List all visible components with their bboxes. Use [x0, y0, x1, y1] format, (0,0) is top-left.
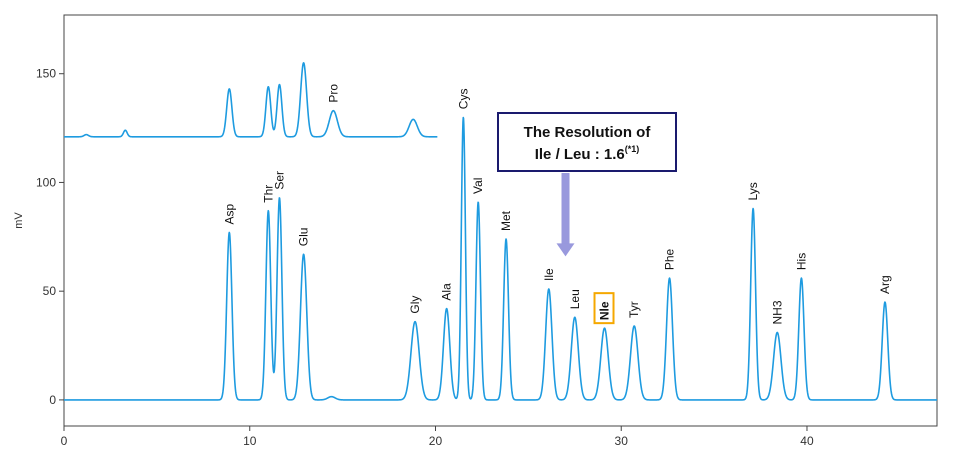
peak-label-group: Nle [593, 292, 615, 325]
peak-label-group: NH3 [770, 300, 784, 324]
peak-label-pro: Pro [326, 84, 340, 103]
peak-label-ser: Ser [272, 171, 286, 190]
peak-label-group: Val [471, 178, 485, 194]
peak-label-gly: Gly [408, 296, 422, 314]
peak-label-ile: Ile [542, 268, 556, 281]
peak-label-group: Ser [272, 171, 286, 190]
peak-label-group: Lys [746, 182, 760, 200]
peak-label-arg: Arg [878, 275, 892, 294]
callout-line2-main: Ile / Leu : 1.6 [535, 146, 625, 163]
peak-label-group: Glu [297, 228, 311, 247]
callout-footnote-mark: (*1) [625, 144, 640, 154]
x-tick-label: 20 [429, 434, 443, 448]
y-tick-label: 100 [36, 175, 56, 189]
peak-label-met: Met [499, 210, 513, 231]
callout-line2: Ile / Leu : 1.6(*1) [535, 144, 640, 163]
peak-label-group: Pro [326, 84, 340, 103]
peak-label-cys: Cys [456, 89, 470, 110]
peak-label-leu: Leu [568, 289, 582, 309]
peak-label-group: His [794, 253, 808, 270]
peak-label-nle: Nle [598, 301, 612, 320]
y-axis-label: mV [13, 212, 25, 229]
callout-line1: The Resolution of [524, 124, 652, 141]
peak-label-group: Leu [568, 289, 582, 309]
peak-label-group: Tyr [627, 301, 641, 318]
peak-label-his: His [794, 253, 808, 270]
peak-label-ala: Ala [440, 283, 454, 301]
peak-label-group: Cys [456, 89, 470, 110]
peak-label-phe: Phe [663, 248, 677, 270]
highlight-box [593, 292, 615, 325]
x-tick-label: 0 [61, 434, 68, 448]
y-tick-label: 50 [43, 284, 57, 298]
peak-label-lys: Lys [746, 182, 760, 200]
peak-label-group: Asp [222, 203, 236, 224]
axes: 0 50 100 150 0 10 20 30 40 mV [13, 14, 938, 448]
chromatogram-trace-0 [63, 116, 938, 401]
x-tick-label: 40 [800, 434, 814, 448]
callout-box [497, 112, 677, 172]
y-tick-label: 150 [36, 67, 56, 81]
chromatogram-trace-1 [63, 62, 439, 138]
peak-label-thr: Thr [261, 185, 275, 203]
resolution-callout: The Resolution of Ile / Leu : 1.6(*1) [497, 112, 677, 257]
peak-label-group: Gly [408, 296, 422, 314]
x-tick-label: 10 [243, 434, 257, 448]
callout-arrow-shaft [561, 173, 570, 245]
peak-label-group: Arg [878, 275, 892, 294]
peak-label-asp: Asp [222, 203, 236, 224]
peak-label-nh3: NH3 [770, 300, 784, 324]
callout-arrow-head [556, 243, 575, 257]
y-tick-label: 0 [49, 393, 56, 407]
peak-label-group: Ile [542, 268, 556, 281]
traces [63, 62, 938, 401]
peak-label-group: Met [499, 210, 513, 231]
peak-label-glu: Glu [297, 228, 311, 247]
peak-label-tyr: Tyr [627, 301, 641, 318]
x-tick-label: 30 [615, 434, 629, 448]
peak-label-group: Ala [440, 283, 454, 301]
peak-label-val: Val [471, 178, 485, 194]
peak-label-group: Thr [261, 185, 275, 203]
plot-frame [63, 14, 938, 427]
peak-label-group: Phe [663, 248, 677, 270]
